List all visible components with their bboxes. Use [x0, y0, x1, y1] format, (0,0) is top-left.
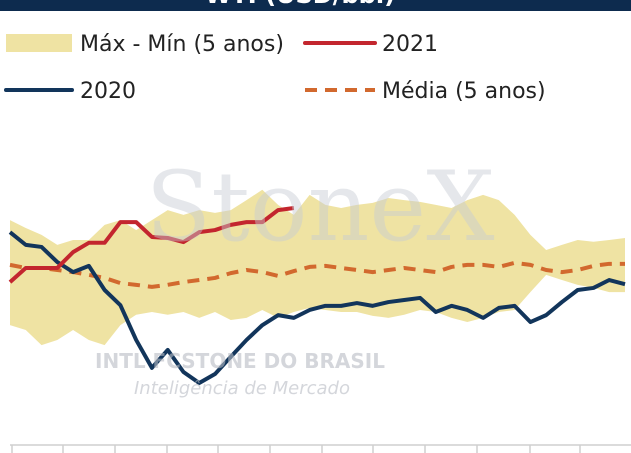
legend-label: Média (5 anos)	[382, 79, 546, 104]
range-band	[10, 189, 625, 346]
watermark-company: INTL FCSTONE DO BRASIL	[95, 349, 385, 373]
legend-label: 2020	[80, 79, 136, 104]
chart-title: WTI (USD/bbl)	[205, 0, 395, 9]
legend-label: Máx - Mín (5 anos)	[80, 32, 284, 57]
plot-area	[8, 189, 626, 385]
series-line	[8, 230, 626, 385]
legend-label: 2021	[382, 32, 438, 57]
series-line	[9, 260, 625, 289]
title-bar	[0, 0, 631, 11]
x-axis	[10, 444, 631, 453]
watermark-logo: StoneX	[145, 151, 494, 263]
series-line	[8, 206, 295, 284]
watermark-tagline: Inteligência de Mercado	[134, 378, 350, 399]
legend-swatch-band	[6, 34, 72, 52]
